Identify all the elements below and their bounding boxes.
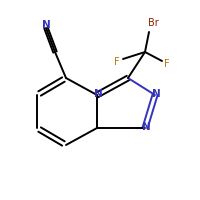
Text: N: N <box>142 122 150 132</box>
Text: N: N <box>152 89 160 99</box>
Text: Br: Br <box>148 18 158 28</box>
Text: F: F <box>114 57 120 67</box>
Text: N: N <box>94 89 102 99</box>
Text: N: N <box>42 20 50 30</box>
Text: F: F <box>164 59 170 69</box>
